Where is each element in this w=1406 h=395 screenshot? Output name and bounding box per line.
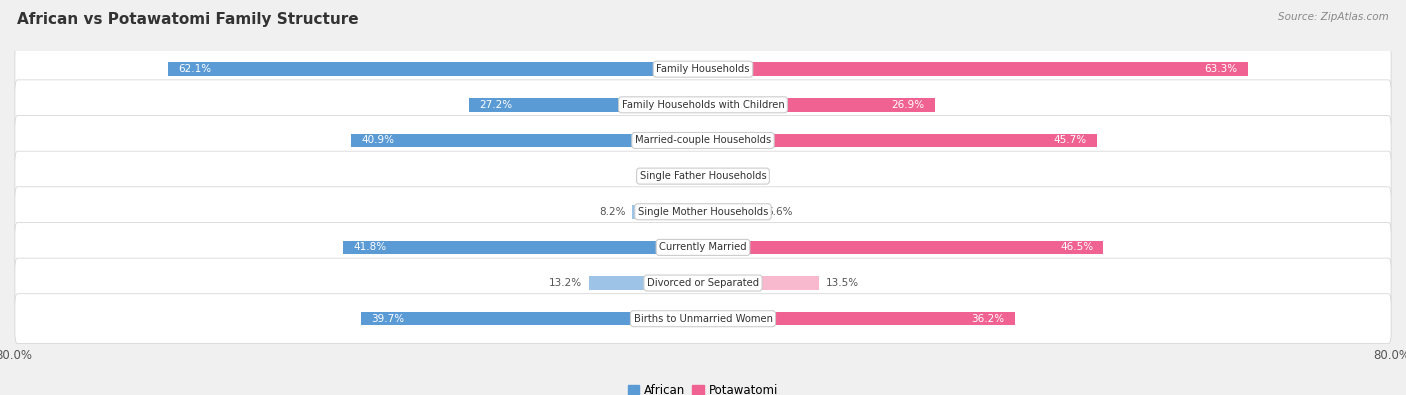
Bar (703, 98, 935, 112)
Bar (468, 98, 703, 112)
Bar (703, 62, 1249, 76)
Text: 46.5%: 46.5% (1060, 243, 1092, 252)
Text: 2.5%: 2.5% (731, 171, 758, 181)
Bar (169, 62, 703, 76)
Bar (682, 169, 703, 183)
Text: Divorced or Separated: Divorced or Separated (647, 278, 759, 288)
Bar (361, 312, 703, 325)
Text: Married-couple Households: Married-couple Households (636, 135, 770, 145)
FancyBboxPatch shape (15, 187, 1391, 237)
Text: 45.7%: 45.7% (1053, 135, 1087, 145)
Text: Single Mother Households: Single Mother Households (638, 207, 768, 217)
Text: 26.9%: 26.9% (891, 100, 924, 110)
FancyBboxPatch shape (15, 222, 1391, 273)
FancyBboxPatch shape (15, 258, 1391, 308)
Text: 36.2%: 36.2% (972, 314, 1004, 324)
FancyBboxPatch shape (15, 80, 1391, 130)
Text: 41.8%: 41.8% (353, 243, 387, 252)
Text: 27.2%: 27.2% (479, 100, 512, 110)
Text: Family Households: Family Households (657, 64, 749, 74)
FancyBboxPatch shape (15, 294, 1391, 344)
Bar (703, 276, 820, 290)
FancyBboxPatch shape (15, 115, 1391, 166)
Text: 40.9%: 40.9% (361, 135, 394, 145)
Bar (343, 241, 703, 254)
FancyBboxPatch shape (15, 151, 1391, 201)
Text: 6.6%: 6.6% (766, 207, 793, 217)
Legend: African, Potawatomi: African, Potawatomi (623, 380, 783, 395)
Bar (703, 169, 724, 183)
Text: 13.5%: 13.5% (827, 278, 859, 288)
Text: 8.2%: 8.2% (599, 207, 626, 217)
Bar (633, 205, 703, 218)
Text: 63.3%: 63.3% (1205, 64, 1237, 74)
Text: Single Father Households: Single Father Households (640, 171, 766, 181)
Bar (703, 241, 1104, 254)
Text: 13.2%: 13.2% (550, 278, 582, 288)
FancyBboxPatch shape (15, 44, 1391, 94)
Text: African vs Potawatomi Family Structure: African vs Potawatomi Family Structure (17, 12, 359, 27)
Text: 39.7%: 39.7% (371, 314, 405, 324)
Bar (350, 134, 703, 147)
Text: Source: ZipAtlas.com: Source: ZipAtlas.com (1278, 12, 1389, 22)
Bar (703, 312, 1015, 325)
Bar (703, 134, 1097, 147)
Text: Family Households with Children: Family Households with Children (621, 100, 785, 110)
Bar (589, 276, 703, 290)
Text: Currently Married: Currently Married (659, 243, 747, 252)
Text: 62.1%: 62.1% (179, 64, 212, 74)
Text: 2.5%: 2.5% (648, 171, 675, 181)
Text: Births to Unmarried Women: Births to Unmarried Women (634, 314, 772, 324)
Bar (703, 205, 759, 218)
